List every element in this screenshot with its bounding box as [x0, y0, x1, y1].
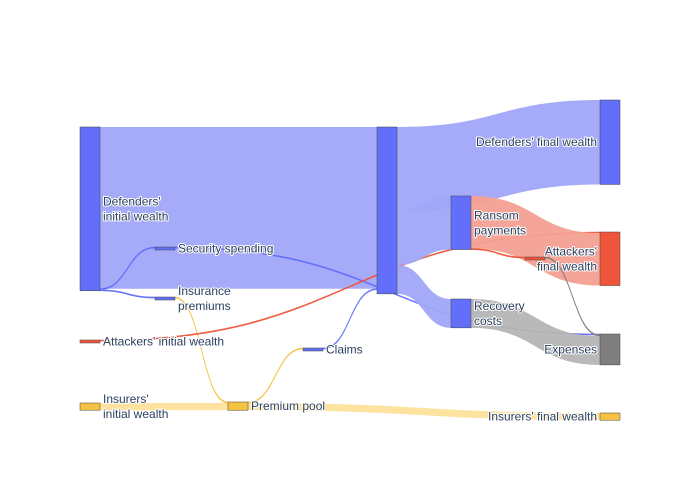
label-defenders-final: Defenders' final wealth	[476, 135, 597, 149]
node-security-spending[interactable]	[154, 246, 176, 251]
link-premium_pool-to-claims[interactable]	[247, 347, 304, 404]
node-recovery-costs[interactable]	[450, 298, 472, 329]
sankey-nodes	[79, 99, 621, 421]
node-insurance-premiums[interactable]	[154, 296, 176, 301]
node-attacker-hub[interactable]	[524, 256, 546, 261]
label-expenses: Expenses	[544, 342, 597, 356]
node-defenders-final[interactable]	[599, 99, 621, 185]
label-ransom-payments: Ransom payments	[474, 208, 526, 237]
label-attackers-final: Attackers' final wealth	[537, 244, 597, 273]
label-recovery-costs: Recovery costs	[474, 299, 525, 328]
link-defenders_initial-to-insurance_premiums[interactable]	[99, 289, 156, 299]
node-insurers-final[interactable]	[599, 412, 621, 421]
label-premium-pool: Premium pool	[251, 399, 325, 413]
link-defender_hub-to-recovery_costs[interactable]	[397, 265, 451, 328]
node-expenses[interactable]	[599, 333, 621, 366]
node-defenders-initial[interactable]	[79, 126, 101, 292]
link-ransom_payments-to-attackers_final[interactable]	[471, 196, 600, 286]
link-recovery_costs-to-expenses[interactable]	[471, 299, 600, 365]
label-security-spending: Security spending	[178, 242, 273, 256]
node-attackers-final[interactable]	[599, 231, 621, 286]
node-insurers-initial[interactable]	[79, 402, 101, 411]
node-attackers-initial[interactable]	[79, 339, 101, 344]
node-premium-pool[interactable]	[227, 401, 249, 411]
node-ransom-payments[interactable]	[450, 195, 472, 250]
link-premium_pool-to-insurers_final[interactable]	[248, 403, 600, 421]
label-defenders-initial: Defenders' initial wealth	[103, 194, 168, 223]
node-defender-hub[interactable]	[376, 126, 398, 295]
link-claims-to-defender_hub[interactable]	[322, 288, 378, 350]
label-insurance-premiums: Insurance premiums	[178, 284, 231, 313]
label-attackers-initial: Attackers' initial wealth	[103, 335, 224, 349]
label-insurers-initial: Insurers' initial wealth	[103, 392, 168, 421]
link-insurers_initial-to-premium_pool[interactable]	[100, 403, 228, 411]
link-defender_hub-to-ransom_payments[interactable]	[397, 196, 451, 266]
label-claims: Claims	[326, 343, 363, 357]
label-insurers-final: Insurers' final wealth	[488, 410, 597, 424]
sankey-labels: Defenders' initial wealth Security spendin…	[102, 134, 598, 424]
node-claims[interactable]	[302, 347, 324, 352]
link-defender_hub-to-defenders_final[interactable]	[397, 100, 600, 212]
